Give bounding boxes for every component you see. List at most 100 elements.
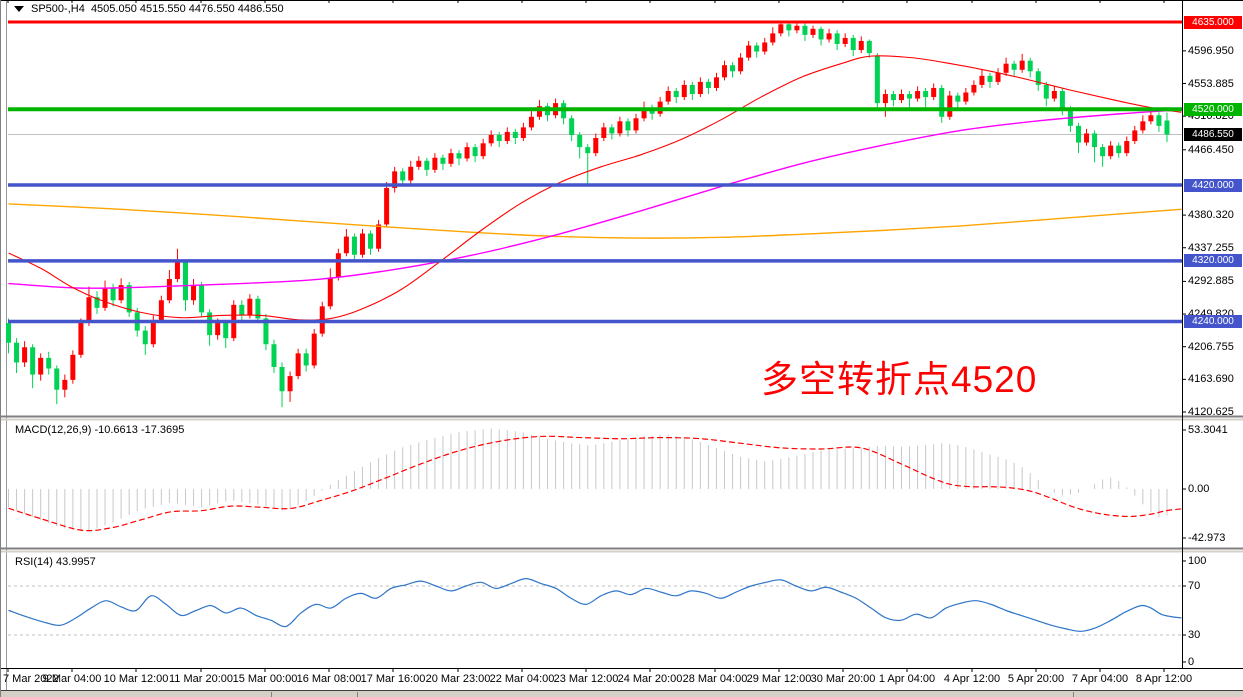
candle-body: [987, 75, 993, 82]
candle-body: [1059, 90, 1065, 110]
time-label: 22 Mar 04:00: [489, 673, 555, 685]
indicator-tick-label: 70: [1188, 580, 1201, 592]
macd-signal: [8, 435, 1182, 532]
time-label: 29 Mar 12:00: [746, 673, 812, 685]
candle-body: [174, 262, 180, 280]
candle-body: [496, 134, 502, 142]
time-label: 4 Apr 12:00: [943, 673, 1001, 685]
time-label: 20 Mar 23:00: [425, 673, 491, 685]
macd-histogram: [8, 428, 1168, 532]
time-label: 9 Mar 04:00: [42, 673, 102, 685]
candle-body: [150, 319, 156, 345]
time-label: 7 Apr 04:00: [1071, 673, 1129, 685]
candle-body: [271, 344, 277, 367]
time-label: 8 Apr 12:00: [1135, 673, 1193, 685]
candle-body: [641, 107, 647, 119]
ma-slow-orange: [8, 203, 1182, 239]
macd-indicator-label: MACD(12,26,9) -10.6613 -17.3695: [15, 424, 185, 436]
candle-body: [697, 81, 703, 95]
candle-body: [947, 95, 953, 117]
candle-body: [770, 33, 776, 43]
time-label: 16 Mar 08:00: [296, 673, 362, 685]
time-label: 24 Mar 20:00: [617, 673, 683, 685]
candle-body: [191, 285, 197, 301]
time-label: 1 Apr 04:00: [878, 673, 936, 685]
candle-body: [303, 353, 309, 366]
indicator-tick-label: 30: [1188, 629, 1201, 641]
status-bar-separator: [357, 692, 358, 697]
ma-mid-magenta: [8, 109, 1182, 289]
price-tick-label: 4466.450: [1188, 143, 1234, 156]
candle-body: [802, 25, 808, 35]
candle-body: [818, 28, 824, 40]
price-badge: 4486.550: [1184, 128, 1242, 142]
candle-body: [223, 323, 229, 339]
candle-body: [1011, 63, 1017, 70]
ma-fast-red: [8, 55, 1182, 321]
candle-body: [754, 45, 760, 52]
ohlc-readout: 4505.050 4515.550 4476.550 4486.550: [90, 3, 284, 15]
candle-body: [1148, 115, 1154, 122]
candle-body: [46, 357, 52, 369]
time-label: 17 Mar 16:00: [360, 673, 426, 685]
candle-body: [30, 347, 36, 375]
time-label: 30 Mar 20:00: [810, 673, 876, 685]
candle-body: [569, 118, 575, 135]
candle-body: [392, 171, 398, 189]
candle-body: [158, 300, 164, 320]
candle-body: [762, 42, 768, 52]
candle-body: [94, 297, 100, 308]
chart-annotation-text[interactable]: 多空转折点4520: [761, 359, 1038, 400]
candle-body: [520, 127, 526, 139]
symbol-period-label: SP500-,H4: [31, 3, 85, 15]
candle-body: [368, 233, 374, 249]
candle-body: [963, 92, 969, 102]
candle-body: [995, 72, 1001, 82]
chevron-down-icon[interactable]: [14, 6, 24, 13]
candle-body: [54, 368, 60, 390]
candle-body: [673, 90, 679, 98]
candle-body: [882, 94, 888, 104]
candle-body: [400, 171, 406, 181]
candle-body: [931, 87, 937, 98]
price-tick-label: 4163.690: [1188, 373, 1234, 386]
candle-body: [1140, 121, 1146, 131]
candle-body: [424, 160, 430, 170]
candle-body: [1051, 90, 1057, 99]
candle-body: [22, 347, 28, 363]
candle-body: [665, 90, 671, 102]
candle-body: [1003, 63, 1009, 73]
candle-body: [6, 323, 11, 343]
candle-body: [1124, 141, 1130, 154]
candle-body: [810, 28, 816, 35]
candle-body: [78, 323, 84, 355]
candle-body: [528, 116, 534, 128]
price-badge: 4420.000: [1184, 178, 1242, 192]
candle-body: [593, 138, 599, 154]
candle-body: [971, 84, 977, 93]
candle-body: [874, 56, 880, 104]
price-tick-label: 4337.255: [1188, 241, 1234, 254]
candle-body: [207, 312, 213, 336]
candle-body: [1075, 125, 1081, 143]
candle-body: [343, 236, 349, 254]
time-label: 10 Mar 12:00: [103, 673, 169, 685]
candle-body: [504, 131, 510, 142]
candle-body: [110, 288, 116, 301]
candle-body: [1108, 145, 1114, 157]
candle-body: [577, 134, 583, 148]
candle-body: [1084, 133, 1090, 143]
candle-body: [601, 127, 607, 139]
indicator-tick-label: 53.3041: [1188, 424, 1228, 436]
candle-body: [359, 233, 365, 255]
candle-body: [907, 94, 913, 99]
candle-body: [472, 147, 478, 157]
candle-body: [295, 353, 301, 377]
candle-body: [102, 288, 108, 308]
candle-body: [287, 376, 293, 392]
candle-body: [858, 40, 864, 51]
rsi-indicator-label: RSI(14) 43.9957: [15, 556, 96, 568]
price-badge: 4240.000: [1184, 314, 1242, 328]
candle-body: [376, 224, 382, 249]
